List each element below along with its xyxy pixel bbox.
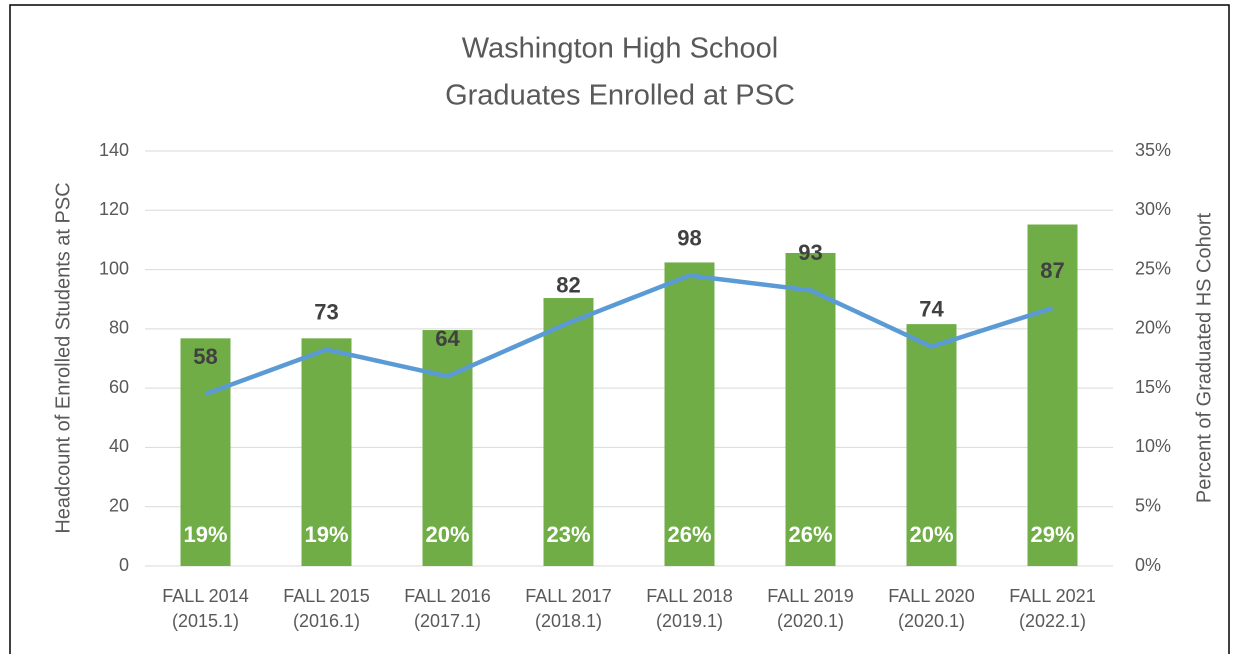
bar-label: 26%	[788, 522, 832, 547]
x-tick-label: FALL 2016	[404, 586, 490, 606]
y2-tick-label: 10%	[1135, 436, 1171, 456]
x-tick-label: FALL 2021	[1009, 586, 1095, 606]
x-tick-label: FALL 2020	[888, 586, 974, 606]
y2-tick-label: 15%	[1135, 377, 1171, 397]
bar-label: 29%	[1030, 522, 1074, 547]
x-tick-label: (2019.1)	[656, 611, 723, 631]
line-label: 58	[193, 344, 217, 369]
bar-label: 20%	[425, 522, 469, 547]
y2-tick-label: 5%	[1135, 495, 1161, 515]
x-tick-label: (2020.1)	[777, 611, 844, 631]
bar	[301, 338, 352, 566]
y2-tick-label: 35%	[1135, 140, 1171, 160]
bar-label: 26%	[667, 522, 711, 547]
x-tick-label: FALL 2018	[646, 586, 732, 606]
y-tick-label: 60	[109, 377, 129, 397]
y-tick-label: 20	[109, 495, 129, 515]
y2-axis-title: Percent of Graduated HS Cohort	[1193, 212, 1215, 503]
y-tick-label: 40	[109, 436, 129, 456]
line-label: 98	[677, 225, 701, 250]
x-tick-label: (2020.1)	[898, 611, 965, 631]
bar	[1027, 224, 1078, 566]
x-tick-label: (2022.1)	[1019, 611, 1086, 631]
y-tick-label: 100	[99, 258, 129, 278]
y2-tick-label: 30%	[1135, 199, 1171, 219]
line-label: 64	[435, 326, 460, 351]
x-tick-label: FALL 2017	[525, 586, 611, 606]
x-tick-label: (2017.1)	[414, 611, 481, 631]
x-tick-label: FALL 2014	[162, 586, 248, 606]
line-label: 73	[314, 299, 338, 324]
bar	[543, 298, 594, 566]
x-tick-label: (2018.1)	[535, 611, 602, 631]
x-tick-label: (2016.1)	[293, 611, 360, 631]
chart-title: Washington High School	[462, 33, 779, 65]
x-tick-label: FALL 2019	[767, 586, 853, 606]
y-axis-title: Headcount of Enrolled Students at PSC	[52, 182, 74, 533]
line-label: 93	[798, 240, 822, 265]
bar	[906, 324, 957, 566]
y-tick-label: 120	[99, 199, 129, 219]
line-label: 87	[1040, 258, 1064, 283]
y-tick-label: 140	[99, 140, 129, 160]
bar-label: 23%	[546, 522, 590, 547]
bar	[180, 338, 231, 566]
line-label: 74	[919, 296, 944, 321]
y2-tick-label: 20%	[1135, 318, 1171, 338]
bar	[785, 252, 836, 566]
bar	[664, 262, 715, 566]
line-label: 82	[556, 273, 580, 298]
x-tick-label: FALL 2015	[283, 586, 369, 606]
bar-label: 19%	[304, 522, 348, 547]
chart-title: Graduates Enrolled at PSC	[445, 80, 795, 112]
y2-tick-label: 25%	[1135, 258, 1171, 278]
y-tick-label: 80	[109, 318, 129, 338]
y2-tick-label: 0%	[1135, 555, 1161, 575]
bar-label: 20%	[909, 522, 953, 547]
bar-label: 19%	[183, 522, 227, 547]
y-tick-label: 0	[119, 555, 129, 575]
x-tick-label: (2015.1)	[172, 611, 239, 631]
line	[204, 273, 1054, 397]
